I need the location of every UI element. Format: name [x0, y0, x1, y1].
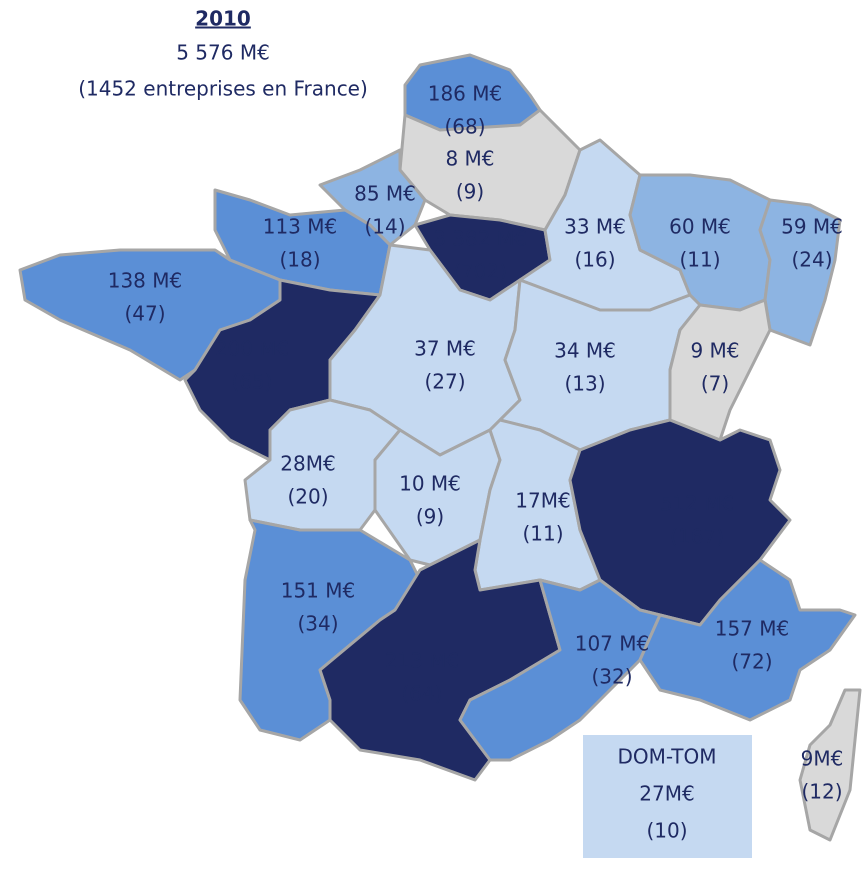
region-amount: 186 M€: [428, 82, 503, 106]
region-count: (12): [801, 780, 842, 804]
domtom-name: DOM-TOM: [618, 745, 717, 769]
region-count: (34): [297, 612, 338, 636]
region-count: (11): [522, 522, 563, 546]
region-amount: 3 382 M€: [433, 227, 527, 251]
region-count: (18): [279, 248, 320, 272]
total: 5 576 M€: [176, 41, 270, 65]
region-amount: 213 M€: [385, 649, 460, 673]
region-amount: 85 M€: [354, 182, 416, 206]
region-count: (27): [424, 370, 465, 394]
region-count: (13): [564, 372, 605, 396]
region-amount: 107 M€: [575, 632, 650, 656]
region-count: (11): [679, 248, 720, 272]
region-count: (65): [231, 370, 272, 394]
region-amount: 34 M€: [554, 339, 616, 363]
domtom-amount: 27M€: [639, 782, 694, 806]
region: [758, 198, 842, 347]
region-amount: 33 M€: [564, 215, 626, 239]
subtitle: (1452 entreprises en France): [78, 77, 368, 101]
region-count: (64): [401, 682, 442, 706]
region-count: (9): [416, 505, 444, 529]
year: 2010: [195, 7, 251, 31]
region-count: (7): [701, 372, 729, 396]
region-amount: 9M€: [801, 747, 844, 771]
region-amount: 59 M€: [781, 215, 843, 239]
region-count: (16): [574, 248, 615, 272]
domtom-count: (10): [646, 819, 687, 843]
region-amount: 157 M€: [715, 617, 790, 641]
region-count: (167): [670, 525, 724, 549]
region-amount: 151 M€: [281, 579, 356, 603]
region-amount: 113 M€: [263, 215, 338, 239]
region: [458, 578, 662, 762]
region-amount: 512 M€: [660, 492, 735, 516]
region-amount: 8 M€: [445, 147, 494, 171]
region-count: (20): [287, 485, 328, 509]
region-amount: 200 M€: [215, 337, 290, 361]
region: [798, 688, 862, 842]
region-amount: 10 M€: [399, 472, 461, 496]
domtom-box: [583, 735, 752, 858]
region-amount: 60 M€: [669, 215, 731, 239]
region-amount: 17M€: [515, 489, 570, 513]
region: [668, 298, 772, 442]
region-amount: 138 M€: [108, 269, 183, 293]
region-count: (9): [456, 180, 484, 204]
region-count: (47): [124, 302, 165, 326]
region-amount: 37 M€: [414, 337, 476, 361]
region-count: (24): [791, 248, 832, 272]
region-amount: 28M€: [280, 452, 335, 476]
region-count: (702): [453, 260, 507, 284]
region-amount: 9 M€: [690, 339, 739, 363]
region-count: (72): [731, 650, 772, 674]
region-count: (14): [364, 215, 405, 239]
region-count: (68): [444, 115, 485, 139]
region: [638, 558, 857, 722]
region-count: (32): [591, 665, 632, 689]
